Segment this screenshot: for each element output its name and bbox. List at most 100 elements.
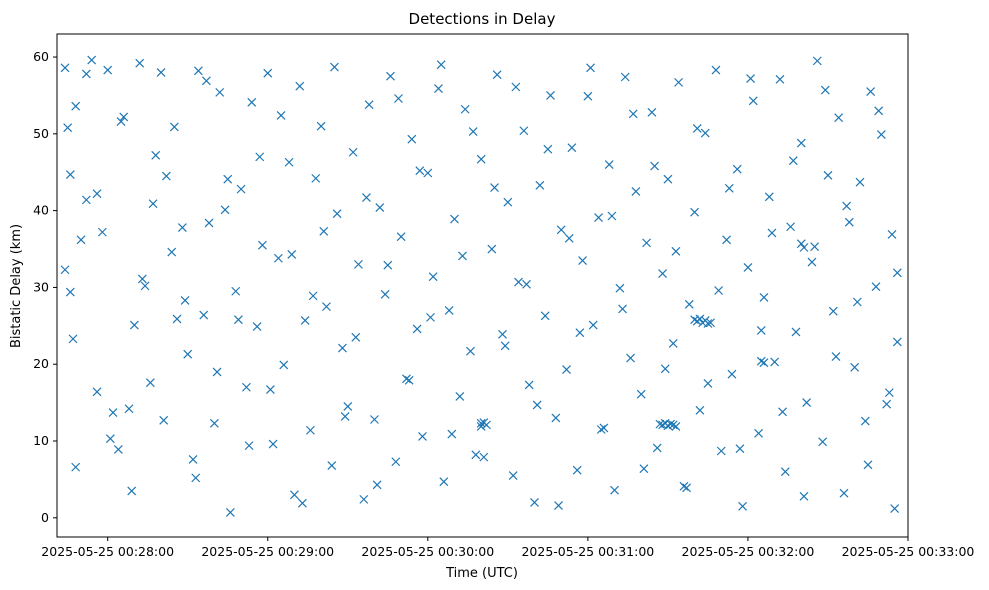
plot-frame [56,33,909,538]
data-point [852,297,862,307]
data-point [892,268,902,278]
data-point [863,460,873,470]
data-point [796,239,806,249]
data-point [68,334,78,344]
data-point [241,382,251,392]
data-point [177,223,187,232]
data-point [386,71,395,81]
data-point [636,389,646,399]
data-point [135,58,145,68]
y-tick-label: 50 [33,126,49,141]
data-point [628,109,638,119]
data-point [225,508,235,517]
data-point [682,483,692,493]
data-point [60,63,70,73]
data-point [562,365,571,375]
data-point [834,113,844,123]
data-point [866,87,876,97]
data-point [820,85,830,95]
data-point [284,157,294,167]
data-point [887,230,897,239]
data-point [476,154,486,164]
data-point [882,399,892,409]
data-point [92,387,102,397]
data-point [788,156,798,166]
data-point [823,170,833,180]
data-point [159,415,169,425]
data-point [316,121,326,131]
data-point [105,434,115,444]
data-point [351,332,361,342]
data-point [572,465,582,475]
data-point [423,168,433,178]
data-point [148,199,158,209]
data-point [799,491,809,501]
data-point [839,488,849,498]
data-point [124,404,134,414]
data-point [674,77,684,87]
data-point [874,106,884,116]
data-point [276,110,286,120]
data-point [188,455,198,464]
data-point [650,161,659,171]
data-point [679,481,689,491]
data-point [514,277,523,287]
data-point [231,286,241,296]
data-point [348,147,358,157]
data-point [458,251,467,261]
data-point [65,287,75,297]
data-point [732,164,742,174]
data-point [607,211,617,221]
data-point [810,242,820,252]
data-point [668,339,678,348]
data-point [615,283,625,293]
data-point [306,425,315,435]
data-point [735,444,745,454]
data-point [396,232,406,242]
marker-layer [60,55,902,517]
data-point [668,420,678,430]
data-point [522,279,531,289]
data-point [596,425,606,434]
data-point [722,235,732,245]
data-point [724,183,734,193]
data-point [692,124,702,133]
data-point [778,407,788,417]
data-point [639,464,649,474]
data-point [191,473,201,483]
data-point [564,233,574,243]
data-point [394,94,403,103]
data-point [594,213,603,222]
data-point [97,227,107,237]
data-point [706,318,716,328]
data-point [279,360,289,370]
data-point [460,104,470,114]
data-point [151,150,161,160]
data-point [108,408,118,418]
data-point [492,70,502,80]
data-point [831,352,841,361]
x-axis-label: Time (UTC) [445,566,518,581]
data-point [666,419,675,429]
data-point [311,173,321,183]
data-point [300,316,310,325]
data-point [500,341,510,351]
data-point [468,127,478,136]
data-point [842,201,852,211]
data-point [828,306,838,316]
data-point [412,324,422,334]
data-point [319,226,329,236]
data-point [684,299,694,309]
data-point [161,171,171,181]
data-point [642,238,651,248]
data-point [391,457,401,467]
data-point [183,349,193,359]
data-point [169,122,179,132]
data-point [850,362,860,372]
data-point [786,222,796,232]
data-point [759,358,769,368]
data-point [215,87,225,97]
x-tick-label: 2025-05-25 00:33:00 [842,544,975,559]
y-tick-label: 60 [33,49,49,64]
data-point [551,413,561,423]
